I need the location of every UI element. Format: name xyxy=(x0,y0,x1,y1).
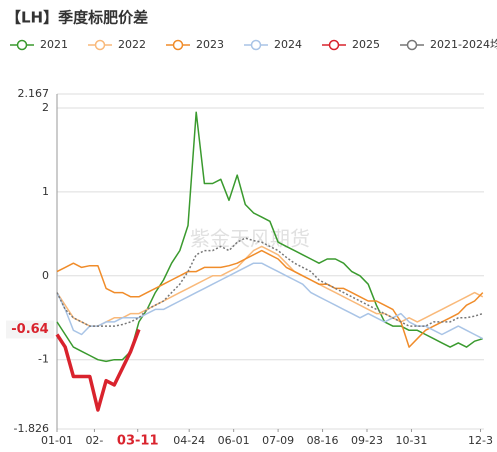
y-tick-label: 1 xyxy=(42,185,49,198)
legend-marker xyxy=(250,39,262,51)
x-tick-label: 10-31 xyxy=(395,434,427,447)
y-tick-label: -1 xyxy=(38,353,49,366)
legend-item: 2022 xyxy=(88,38,146,51)
x-tick-label: 12-3 xyxy=(468,434,493,447)
x-tick-label: 03-11 xyxy=(117,434,159,449)
y-tick-label: 2.167 xyxy=(18,87,50,100)
legend-label: 2024 xyxy=(274,38,302,51)
legend-item: 2021-2024均值 xyxy=(400,38,497,51)
legend-marker xyxy=(328,39,340,51)
series-line xyxy=(56,249,484,348)
legend-label: 2023 xyxy=(196,38,224,51)
legend-marker xyxy=(172,39,184,51)
legend-item: 2021 xyxy=(10,38,68,51)
legend-item: 2025 xyxy=(322,38,380,51)
chart-title: 【LH】季度标肥价差 xyxy=(6,9,148,27)
series-line xyxy=(56,237,484,327)
legend-item: 2024 xyxy=(244,38,302,51)
series-line xyxy=(56,245,484,327)
y-tick-label: -1.826 xyxy=(14,422,49,435)
legend-label: 2022 xyxy=(118,38,146,51)
series-line xyxy=(56,262,484,340)
y-tick-label: 2 xyxy=(42,101,49,114)
legend-label: 2025 xyxy=(352,38,380,51)
legend-label: 2021-2024均值 xyxy=(430,38,497,51)
x-tick-label: 07-09 xyxy=(262,434,294,447)
legend-marker xyxy=(16,39,28,51)
legend-label: 2021 xyxy=(40,38,68,51)
x-tick-label: 08-16 xyxy=(307,434,339,447)
legend-marker xyxy=(406,39,418,51)
value-label: -0.64 xyxy=(11,322,48,337)
series-line xyxy=(55,328,141,412)
x-tick-label: 01-01 xyxy=(41,434,73,447)
value-label-bg xyxy=(6,320,54,339)
x-tick-label: 06-01 xyxy=(218,434,250,447)
x-tick-label: 02- xyxy=(85,434,103,447)
watermark: 紫金天风期货 xyxy=(190,227,310,251)
legend-item: 2023 xyxy=(166,38,224,51)
x-tick-label: 04-24 xyxy=(173,434,205,447)
legend-marker xyxy=(94,39,106,51)
y-tick-label: 0 xyxy=(42,269,49,282)
x-tick-label: 09-23 xyxy=(351,434,383,447)
